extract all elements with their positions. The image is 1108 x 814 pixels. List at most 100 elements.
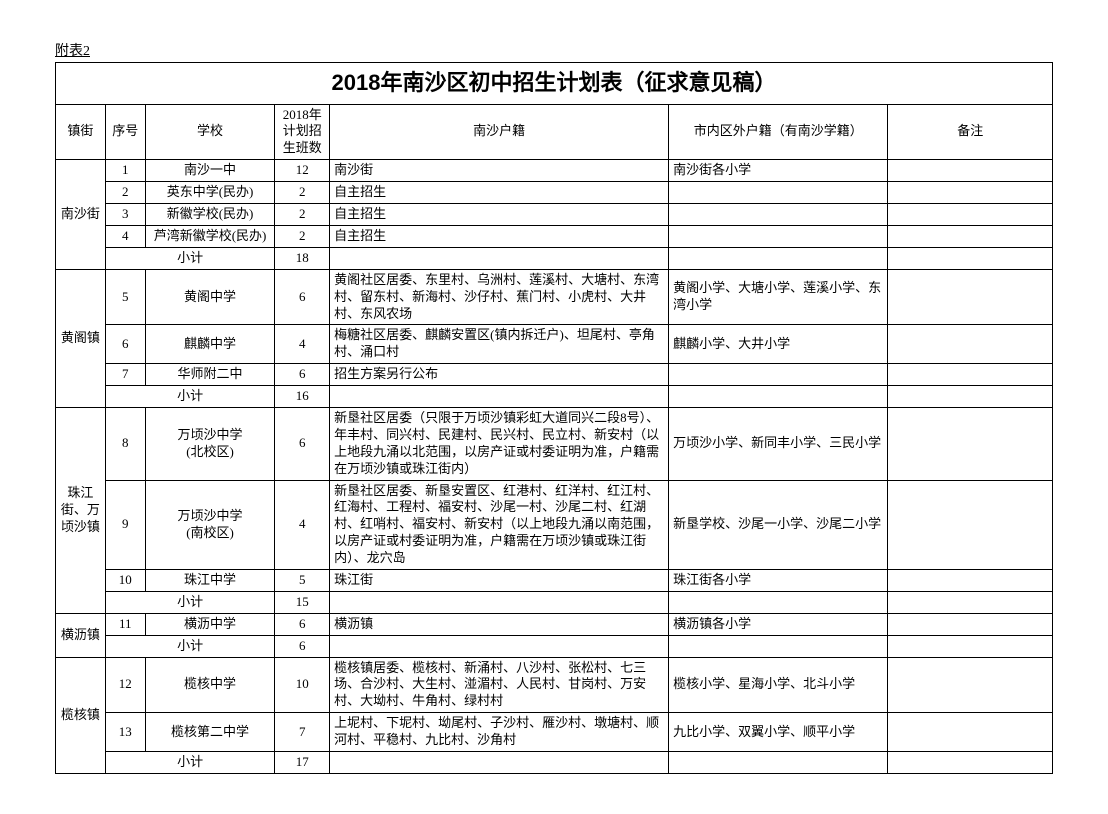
- plan-cell: 10: [275, 657, 330, 713]
- plan-cell: 6: [275, 407, 330, 480]
- note-cell: [888, 713, 1053, 752]
- note-cell: [888, 480, 1053, 569]
- plan-cell: 4: [275, 480, 330, 569]
- subtotal-value: 15: [275, 591, 330, 613]
- school-cell: 英东中学(民办): [145, 182, 275, 204]
- note-cell: [888, 613, 1053, 635]
- nansha-cell: 上坭村、下坭村、坳尾村、子沙村、雁沙村、墩塘村、顺河村、平稳村、九比村、沙角村: [330, 713, 669, 752]
- city-cell: [669, 225, 888, 247]
- subtotal-row: 小计16: [56, 386, 1053, 408]
- nansha-cell: 自主招生: [330, 182, 669, 204]
- subtotal-value: 18: [275, 247, 330, 269]
- table-row: 9万顷沙中学(南校区)4新垦社区居委、新垦安置区、红港村、红洋村、红江村、红海村…: [56, 480, 1053, 569]
- subtotal-empty: [669, 247, 888, 269]
- nansha-cell: 黄阁社区居委、东里村、乌洲村、莲溪村、大塘村、东湾村、留东村、新海村、沙仔村、蕉…: [330, 269, 669, 325]
- subtotal-empty: [669, 635, 888, 657]
- plan-cell: 5: [275, 569, 330, 591]
- school-cell: 芦湾新徽学校(民办): [145, 225, 275, 247]
- subtotal-empty: [888, 751, 1053, 773]
- school-cell: 万顷沙中学(南校区): [145, 480, 275, 569]
- plan-cell: 12: [275, 160, 330, 182]
- subtotal-empty: [669, 751, 888, 773]
- nansha-cell: 招生方案另行公布: [330, 364, 669, 386]
- header-city: 市内区外户籍（有南沙学籍）: [669, 104, 888, 160]
- city-cell: [669, 364, 888, 386]
- header-town: 镇街: [56, 104, 106, 160]
- town-cell: 榄核镇: [56, 657, 106, 773]
- table-row: 13榄核第二中学7上坭村、下坭村、坳尾村、子沙村、雁沙村、墩塘村、顺河村、平稳村…: [56, 713, 1053, 752]
- plan-cell: 6: [275, 364, 330, 386]
- seq-cell: 4: [105, 225, 145, 247]
- table-title: 2018年南沙区初中招生计划表（征求意见稿）: [56, 63, 1053, 105]
- city-cell: 黄阁小学、大塘小学、莲溪小学、东湾小学: [669, 269, 888, 325]
- nansha-cell: 新垦社区居委、新垦安置区、红港村、红洋村、红江村、红海村、工程村、福安村、沙尾一…: [330, 480, 669, 569]
- table-row: 珠江街、万顷沙镇8万顷沙中学(北校区)6新垦社区居委（只限于万顷沙镇彩虹大道同兴…: [56, 407, 1053, 480]
- plan-cell: 6: [275, 613, 330, 635]
- subtotal-label: 小计: [105, 386, 274, 408]
- subtotal-empty: [888, 386, 1053, 408]
- nansha-cell: 自主招生: [330, 204, 669, 226]
- city-cell: 横沥镇各小学: [669, 613, 888, 635]
- table-row: 南沙街1南沙一中12南沙街南沙街各小学: [56, 160, 1053, 182]
- plan-cell: 2: [275, 225, 330, 247]
- subtotal-label: 小计: [105, 591, 274, 613]
- note-cell: [888, 160, 1053, 182]
- seq-cell: 11: [105, 613, 145, 635]
- city-cell: 九比小学、双翼小学、顺平小学: [669, 713, 888, 752]
- city-cell: 麒麟小学、大井小学: [669, 325, 888, 364]
- city-cell: 新垦学校、沙尾一小学、沙尾二小学: [669, 480, 888, 569]
- seq-cell: 10: [105, 569, 145, 591]
- city-cell: 榄核小学、星海小学、北斗小学: [669, 657, 888, 713]
- city-cell: 万顷沙小学、新同丰小学、三民小学: [669, 407, 888, 480]
- school-cell: 珠江中学: [145, 569, 275, 591]
- seq-cell: 6: [105, 325, 145, 364]
- note-cell: [888, 325, 1053, 364]
- school-cell: 新徽学校(民办): [145, 204, 275, 226]
- school-cell: 榄核第二中学: [145, 713, 275, 752]
- seq-cell: 9: [105, 480, 145, 569]
- school-cell: 榄核中学: [145, 657, 275, 713]
- plan-cell: 2: [275, 182, 330, 204]
- subtotal-empty: [888, 591, 1053, 613]
- subtotal-empty: [330, 247, 669, 269]
- school-cell: 南沙一中: [145, 160, 275, 182]
- table-row: 7华师附二中6招生方案另行公布: [56, 364, 1053, 386]
- town-cell: 南沙街: [56, 160, 106, 269]
- header-plan: 2018年计划招生班数: [275, 104, 330, 160]
- note-cell: [888, 204, 1053, 226]
- subtotal-row: 小计6: [56, 635, 1053, 657]
- plan-cell: 4: [275, 325, 330, 364]
- note-cell: [888, 269, 1053, 325]
- seq-cell: 2: [105, 182, 145, 204]
- table-row: 6麒麟中学4梅糖社区居委、麒麟安置区(镇内拆迁户)、坦尾村、亭角村、涌口村麒麟小…: [56, 325, 1053, 364]
- subtotal-empty: [888, 635, 1053, 657]
- nansha-cell: 南沙街: [330, 160, 669, 182]
- attachment-label: 附表2: [55, 40, 1053, 60]
- table-row: 横沥镇11横沥中学6横沥镇横沥镇各小学: [56, 613, 1053, 635]
- note-cell: [888, 407, 1053, 480]
- town-cell: 黄阁镇: [56, 269, 106, 407]
- seq-cell: 1: [105, 160, 145, 182]
- enrollment-plan-table: 2018年南沙区初中招生计划表（征求意见稿） 镇街 序号 学校 2018年计划招…: [55, 62, 1053, 774]
- subtotal-empty: [330, 591, 669, 613]
- subtotal-empty: [669, 386, 888, 408]
- table-row: 榄核镇12榄核中学10榄核镇居委、榄核村、新涌村、八沙村、张松村、七三场、合沙村…: [56, 657, 1053, 713]
- seq-cell: 12: [105, 657, 145, 713]
- subtotal-empty: [330, 386, 669, 408]
- nansha-cell: 新垦社区居委（只限于万顷沙镇彩虹大道同兴二段8号）、年丰村、同兴村、民建村、民兴…: [330, 407, 669, 480]
- city-cell: 珠江街各小学: [669, 569, 888, 591]
- note-cell: [888, 569, 1053, 591]
- table-row: 4芦湾新徽学校(民办)2自主招生: [56, 225, 1053, 247]
- subtotal-empty: [669, 591, 888, 613]
- town-cell: 横沥镇: [56, 613, 106, 657]
- subtotal-label: 小计: [105, 247, 274, 269]
- city-cell: [669, 204, 888, 226]
- table-row: 3新徽学校(民办)2自主招生: [56, 204, 1053, 226]
- nansha-cell: 自主招生: [330, 225, 669, 247]
- header-nansha: 南沙户籍: [330, 104, 669, 160]
- school-cell: 黄阁中学: [145, 269, 275, 325]
- school-cell: 横沥中学: [145, 613, 275, 635]
- subtotal-label: 小计: [105, 751, 274, 773]
- seq-cell: 7: [105, 364, 145, 386]
- header-row: 镇街 序号 学校 2018年计划招生班数 南沙户籍 市内区外户籍（有南沙学籍） …: [56, 104, 1053, 160]
